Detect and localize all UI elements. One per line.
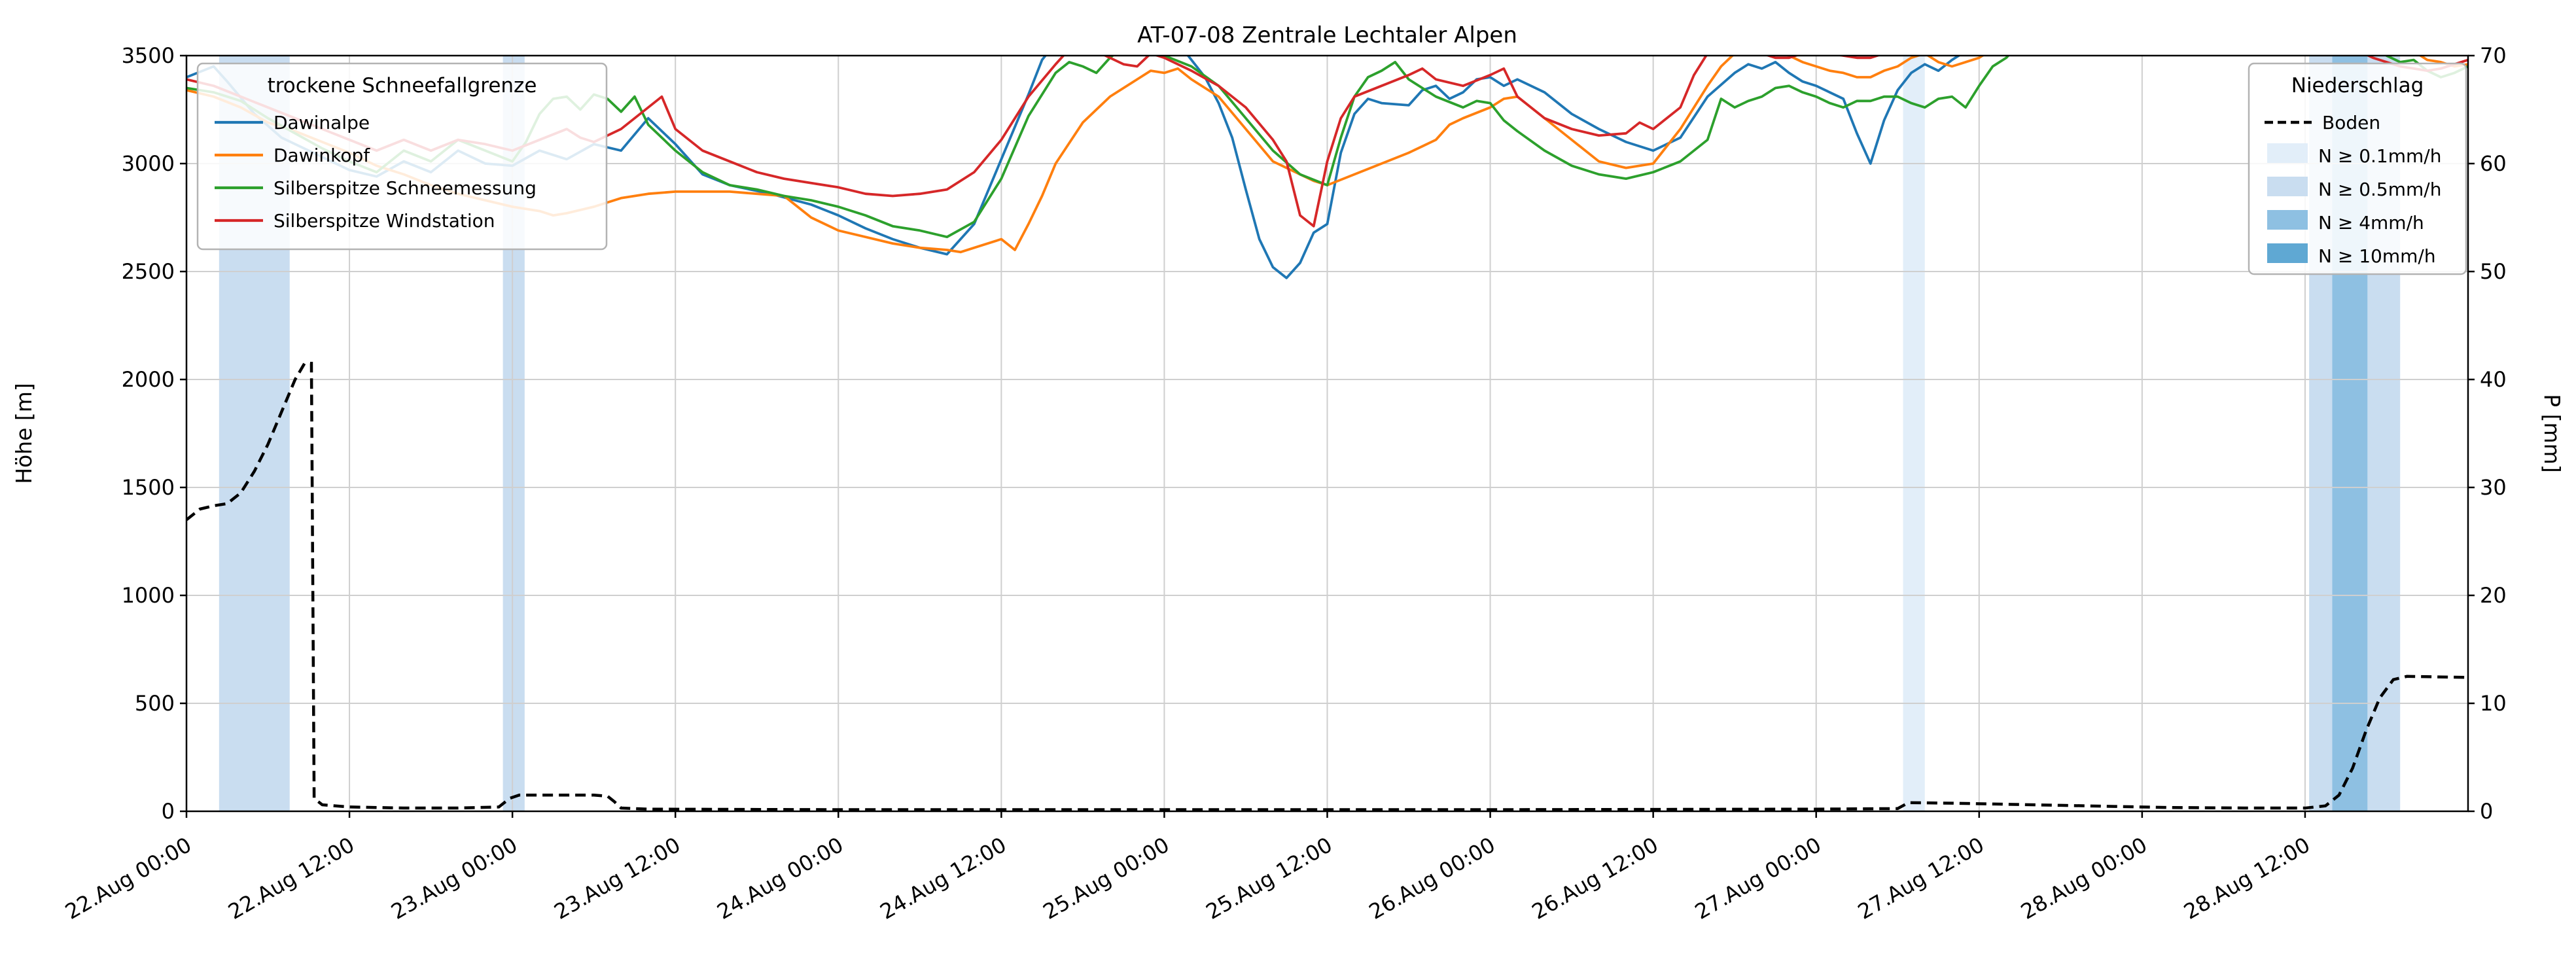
y-right-tick-label: 10: [2480, 691, 2507, 716]
x-tick-label: 24.Aug 00:00: [713, 832, 847, 924]
y-left-tick-label: 3000: [122, 151, 175, 176]
y-right-tick-label: 60: [2480, 151, 2507, 176]
x-tick-label: 27.Aug 12:00: [1854, 832, 1988, 924]
grid: [186, 56, 2468, 811]
legend-precip-label: N ≥ 0.5mm/h: [2318, 179, 2441, 200]
y-right-tick-label: 20: [2480, 583, 2507, 608]
x-tick-label: 25.Aug 12:00: [1202, 832, 1337, 924]
y-right-tick-label: 0: [2480, 799, 2493, 824]
legend-precip-label: N ≥ 10mm/h: [2318, 245, 2436, 267]
legend-precip-swatch: [2267, 210, 2308, 230]
legend-precip-label: N ≥ 0.1mm/h: [2318, 145, 2441, 167]
x-tick-label: 22.Aug 12:00: [224, 832, 359, 924]
legend-precip-swatch: [2267, 243, 2308, 263]
y-left-tick-label: 1000: [122, 583, 175, 608]
legend-precip: Niederschlag Boden N ≥ 0.1mm/h N ≥ 0.5mm/h N…: [2248, 62, 2467, 275]
precip-band: [1903, 56, 1925, 811]
y-left-axis-label: Höhe [m]: [11, 383, 37, 484]
y-left-tick-label: 0: [162, 799, 175, 824]
legend-precip-title: Niederschlag: [2291, 74, 2424, 97]
boden-line: [186, 362, 2468, 811]
legend-lines: trockene Schneefallgrenze Dawinalpe Dawink…: [196, 62, 608, 251]
y-left-tick-label: 2000: [122, 367, 175, 392]
y-right-tick-label: 30: [2480, 475, 2507, 500]
x-tick-label: 28.Aug 00:00: [2017, 832, 2151, 924]
y-right-axis-label: P [mm]: [2539, 394, 2565, 472]
x-tick-label: 27.Aug 00:00: [1691, 832, 1826, 924]
legend-line-label: Silberspitze Windstation: [273, 210, 495, 232]
x-tick-label: 25.Aug 00:00: [1039, 832, 1174, 924]
boden-series: [186, 362, 2468, 811]
x-tick-label: 22.Aug 00:00: [61, 832, 196, 924]
x-tick-label: 24.Aug 12:00: [875, 832, 1010, 924]
legend-lines-title: trockene Schneefallgrenze: [268, 74, 537, 97]
y-left-tick-label: 3500: [122, 43, 175, 68]
x-tick-label: 28.Aug 12:00: [2179, 832, 2314, 924]
chart-title: AT-07-08 Zentrale Lechtaler Alpen: [1137, 22, 1517, 48]
legend-line-label: Silberspitze Schneemessung: [273, 177, 537, 199]
y-right-tick-label: 70: [2480, 43, 2507, 68]
y-left-tick-label: 2500: [122, 259, 175, 284]
legend-precip-label: N ≥ 4mm/h: [2318, 212, 2424, 234]
x-tick-label: 23.Aug 00:00: [387, 832, 521, 924]
x-tick-label: 23.Aug 12:00: [550, 832, 684, 924]
legend-line-label: Dawinalpe: [273, 112, 370, 133]
x-tick-label: 26.Aug 00:00: [1365, 832, 1500, 924]
legend-boden-label: Boden: [2322, 112, 2380, 133]
legend-precip-swatch: [2267, 177, 2308, 196]
y-left-tick-label: 1500: [122, 475, 175, 500]
y-right-tick-label: 40: [2480, 367, 2507, 392]
x-tick-label: 26.Aug 12:00: [1528, 832, 1663, 924]
legend-precip-swatch: [2267, 143, 2308, 163]
y-left-tick-label: 500: [135, 691, 175, 716]
legend-line-label: Dawinkopf: [273, 145, 370, 166]
y-right-tick-label: 50: [2480, 259, 2507, 284]
